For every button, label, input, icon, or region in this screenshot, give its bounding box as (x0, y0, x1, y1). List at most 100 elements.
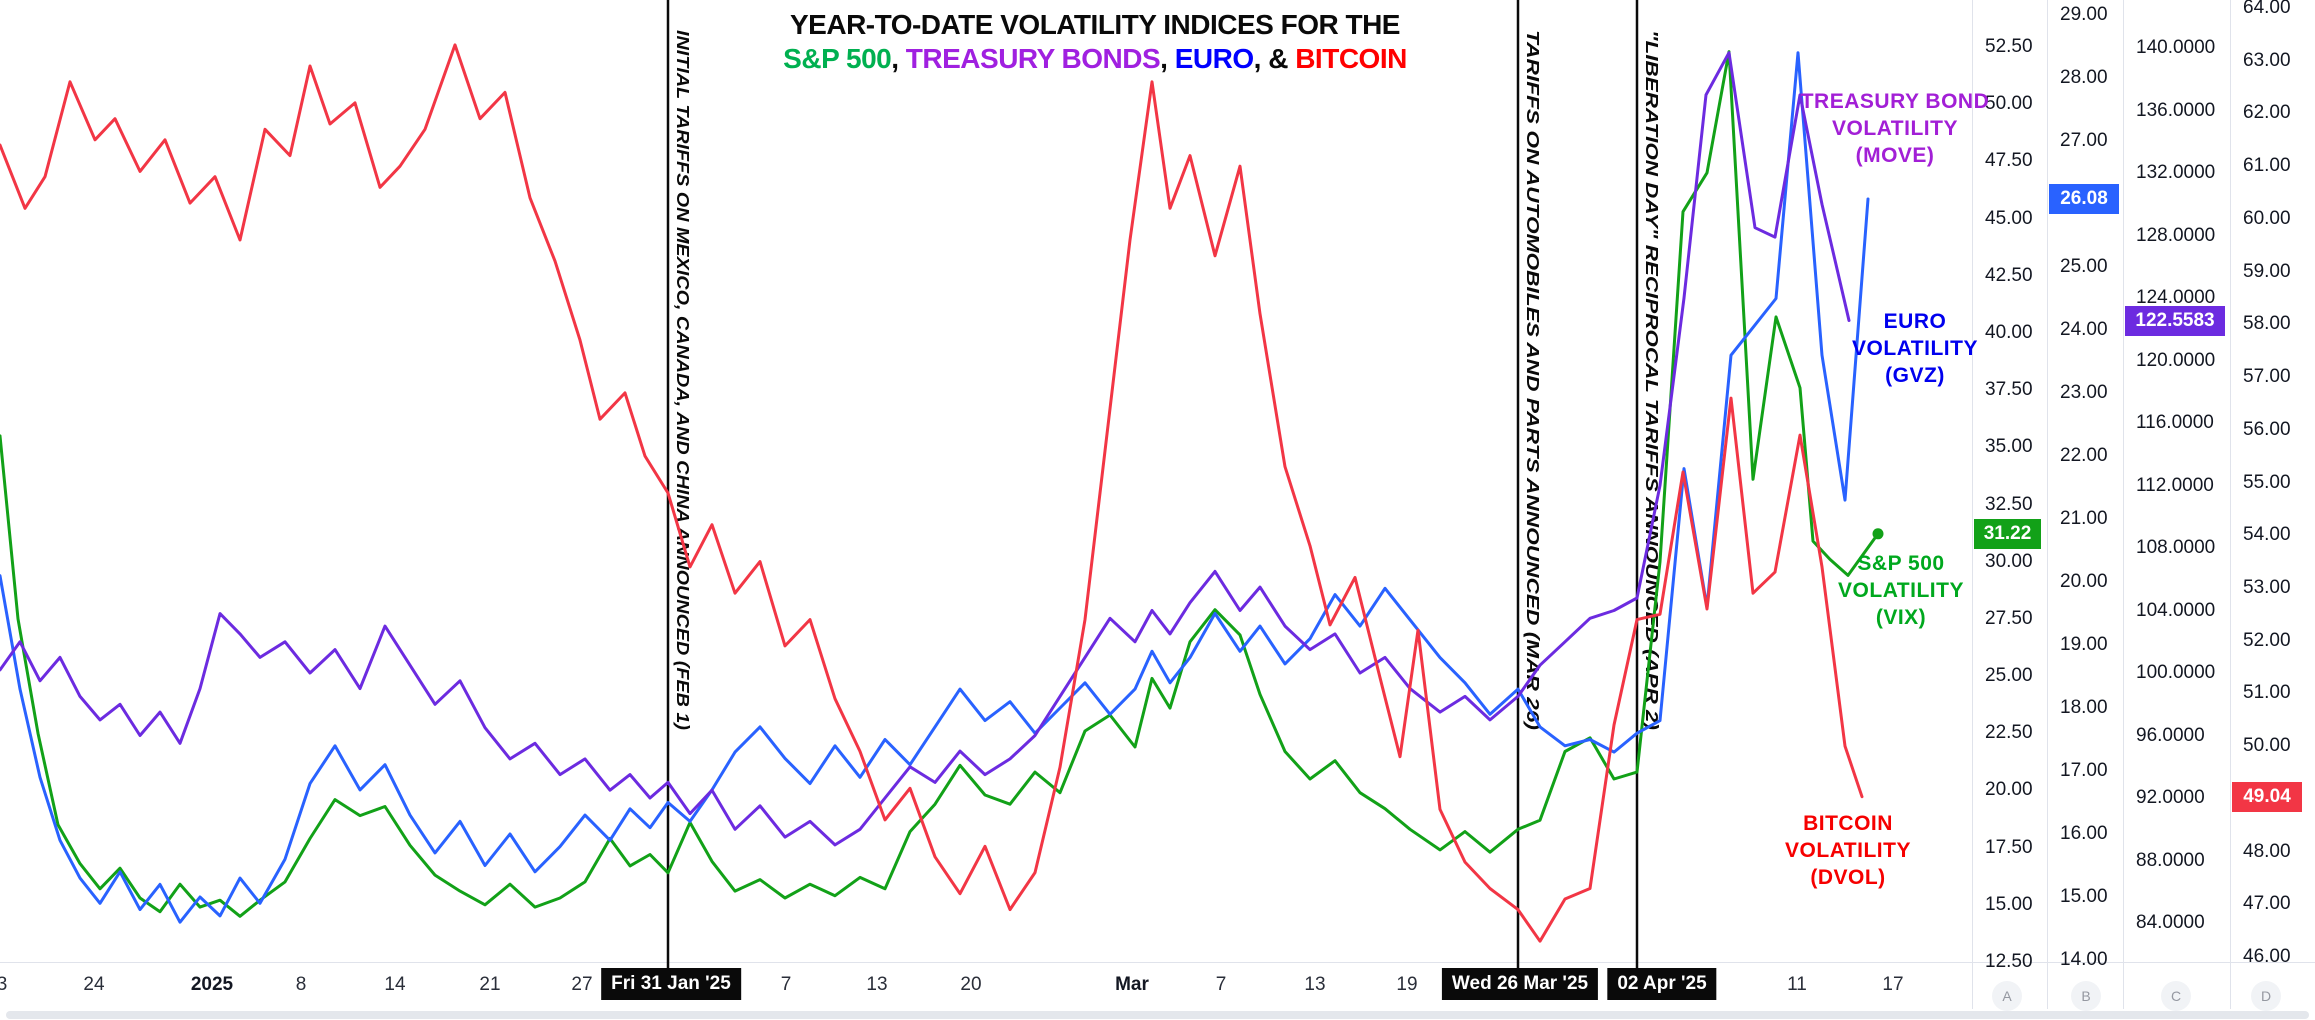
vix-scale-tick: 52.50 (1985, 36, 2033, 57)
chart-plot-area[interactable]: INITIAL TARIFFS ON MEXICO, CANADA, AND C… (0, 0, 1972, 1009)
dvol-series-label: BITCOIN VOLATILITY (DVOL) (1785, 812, 1911, 889)
time-axis-label: 13 (1304, 974, 1326, 995)
gvz-scale-tick: 16.00 (2060, 823, 2108, 844)
vix-scale-tick: 32.50 (1985, 494, 2033, 515)
price-scale-C[interactable]: 140.0000 136.0000 132.0000 128.0000 124.0000… (2124, 0, 2230, 1009)
vix-scale-tick: 37.50 (1985, 379, 2033, 400)
chart-title-line1: YEAR-TO-DATE VOLATILITY INDICES FOR THE (789, 9, 1400, 40)
move-scale-tick: 100.0000 (2136, 662, 2216, 683)
time-axis-label: Mar (1115, 974, 1149, 995)
vix-series-label: S&P 500 VOLATILITY (VIX) (1838, 552, 1964, 629)
dvol-scale-tick: 57.00 (2243, 366, 2291, 387)
gvz-scale-tick: 19.00 (2060, 634, 2108, 655)
chart-title-segment: TREASURY BONDS (905, 43, 1161, 74)
scale-separator-4 (2230, 0, 2231, 1009)
move-scale-tick: 128.0000 (2136, 225, 2216, 246)
move-scale-tick: 136.0000 (2136, 100, 2216, 121)
dvol-scale-last-price-badge: 49.04 (2232, 782, 2302, 812)
date-badge: Fri 31 Jan '25 (601, 968, 741, 1000)
dvol-line[interactable] (0, 43, 1864, 943)
price-scale-A[interactable]: 52.50 50.00 47.50 45.00 42.50 40.00 37.50 35.00… (1973, 0, 2047, 1009)
vix-scale-tick: 42.50 (1985, 265, 2033, 286)
vix-scale-last-price-badge: 31.22 (1974, 519, 2041, 549)
dvol-scale-tick: 61.00 (2243, 155, 2291, 176)
dvol-scale-tick: 62.00 (2243, 102, 2291, 123)
gvz-scale-last-price-badge: 26.08 (2049, 184, 2119, 214)
move-line[interactable] (0, 51, 1851, 847)
gvz-scale-tick: 27.00 (2060, 130, 2108, 151)
dvol-scale-tick: 48.00 (2243, 841, 2291, 862)
vix-scale-tick: 25.00 (1985, 665, 2033, 686)
scale-letter-b: B (2071, 981, 2101, 1011)
time-axis-label: 8 (295, 974, 307, 995)
dvol-scale-tick: 54.00 (2243, 524, 2291, 545)
dvol-scale-tick: 47.00 (2243, 893, 2291, 914)
time-axis-label: 7 (1215, 974, 1227, 995)
date-badge: Wed 26 Mar '25 (1441, 968, 1599, 1000)
time-axis-label: 2025 (190, 974, 234, 995)
time-axis-label: 21 (479, 974, 501, 995)
dvol-scale-tick: 56.00 (2243, 419, 2291, 440)
event-line-label-2: TARIFFS ON AUTOMOBILES AND PARTS ANNOUNC… (1523, 30, 1543, 730)
vix-scale-tick: 15.00 (1985, 894, 2033, 915)
vix-scale-tick: 20.00 (1985, 779, 2033, 800)
move-scale-tick: 140.0000 (2136, 37, 2216, 58)
horizontal-scrollbar[interactable] (6, 1011, 2309, 1019)
gvz-scale-tick: 17.00 (2060, 760, 2108, 781)
time-axis-label: 24 (83, 974, 105, 995)
gvz-scale-tick: 29.00 (2060, 4, 2108, 25)
vix-scale-tick: 35.00 (1985, 436, 2033, 457)
time-axis-label: 20 (960, 974, 982, 995)
scale-separator-1 (1972, 0, 1973, 1009)
move-scale-tick: 108.0000 (2136, 537, 2216, 558)
time-axis-label: 27 (571, 974, 593, 995)
chart-title-segment: EURO (1174, 43, 1254, 74)
dvol-scale-tick: 55.00 (2243, 472, 2291, 493)
dvol-scale-tick: 59.00 (2243, 261, 2291, 282)
vix-scale-tick: 22.50 (1985, 722, 2033, 743)
chart-title-segment: S&P 500 (783, 43, 892, 74)
dvol-scale-tick: 64.00 (2243, 0, 2291, 18)
move-scale-tick: 132.0000 (2136, 162, 2216, 183)
dvol-scale-tick: 52.00 (2243, 630, 2291, 651)
move-scale-tick: 104.0000 (2136, 600, 2216, 621)
gvz-series-label: EURO VOLATILITY (GVZ) (1852, 310, 1978, 387)
gvz-scale-tick: 28.00 (2060, 67, 2108, 88)
vix-scale-tick: 50.00 (1985, 93, 2033, 114)
gvz-scale-tick: 25.00 (2060, 256, 2108, 277)
dvol-scale-tick: 60.00 (2243, 208, 2291, 229)
vix-scale-tick: 17.50 (1985, 837, 2033, 858)
gvz-scale-tick: 15.00 (2060, 886, 2108, 907)
move-scale-tick: 88.0000 (2136, 850, 2205, 871)
time-axis-label: 7 (780, 974, 792, 995)
chart-title-segment: , (1160, 43, 1175, 74)
dvol-scale-tick: 63.00 (2243, 50, 2291, 71)
chart-title-segment: , & (1253, 43, 1296, 74)
vix-line[interactable] (0, 50, 1880, 918)
time-axis[interactable]: 3 24 2025 8 14 21 27 Fri 31 Jan '25 7 13 20 Mar 7 13 1… (0, 963, 2315, 1009)
time-axis-label: 13 (866, 974, 888, 995)
gvz-scale-tick: 20.00 (2060, 571, 2108, 592)
price-scale-D[interactable]: 64.00 63.00 62.00 61.00 60.00 59.00 58.00 57.00… (2231, 0, 2315, 1009)
scale-separator-2 (2047, 0, 2048, 1009)
chart-title-line2: S&P 500, TREASURY BONDS, EURO, & BITCOIN (783, 42, 1407, 76)
move-scale-tick: 124.0000 (2136, 287, 2216, 308)
gvz-scale-tick: 21.00 (2060, 508, 2108, 529)
scale-letter-c: C (2161, 981, 2191, 1011)
move-scale-last-price-badge: 122.5583 (2125, 306, 2225, 336)
dvol-scale-tick: 50.00 (2243, 735, 2291, 756)
dvol-scale-tick: 51.00 (2243, 682, 2291, 703)
time-axis-separator (0, 962, 2315, 963)
move-scale-tick: 84.0000 (2136, 912, 2205, 933)
price-scale-B[interactable]: 29.0028.0027.0026.0025.0024.0023.0022.00… (2048, 0, 2123, 1009)
gvz-scale-tick: 14.00 (2060, 949, 2108, 970)
vix-scale-tick: 40.00 (1985, 322, 2033, 343)
vix-scale-tick: 27.50 (1985, 608, 2033, 629)
move-scale-tick: 112.0000 (2136, 475, 2214, 496)
time-axis-label: 3 (0, 974, 8, 995)
gvz-line[interactable] (0, 51, 1870, 924)
move-scale-tick: 92.0000 (2136, 787, 2205, 808)
move-scale-tick: 116.0000 (2136, 412, 2214, 433)
scale-separator-3 (2123, 0, 2124, 1009)
